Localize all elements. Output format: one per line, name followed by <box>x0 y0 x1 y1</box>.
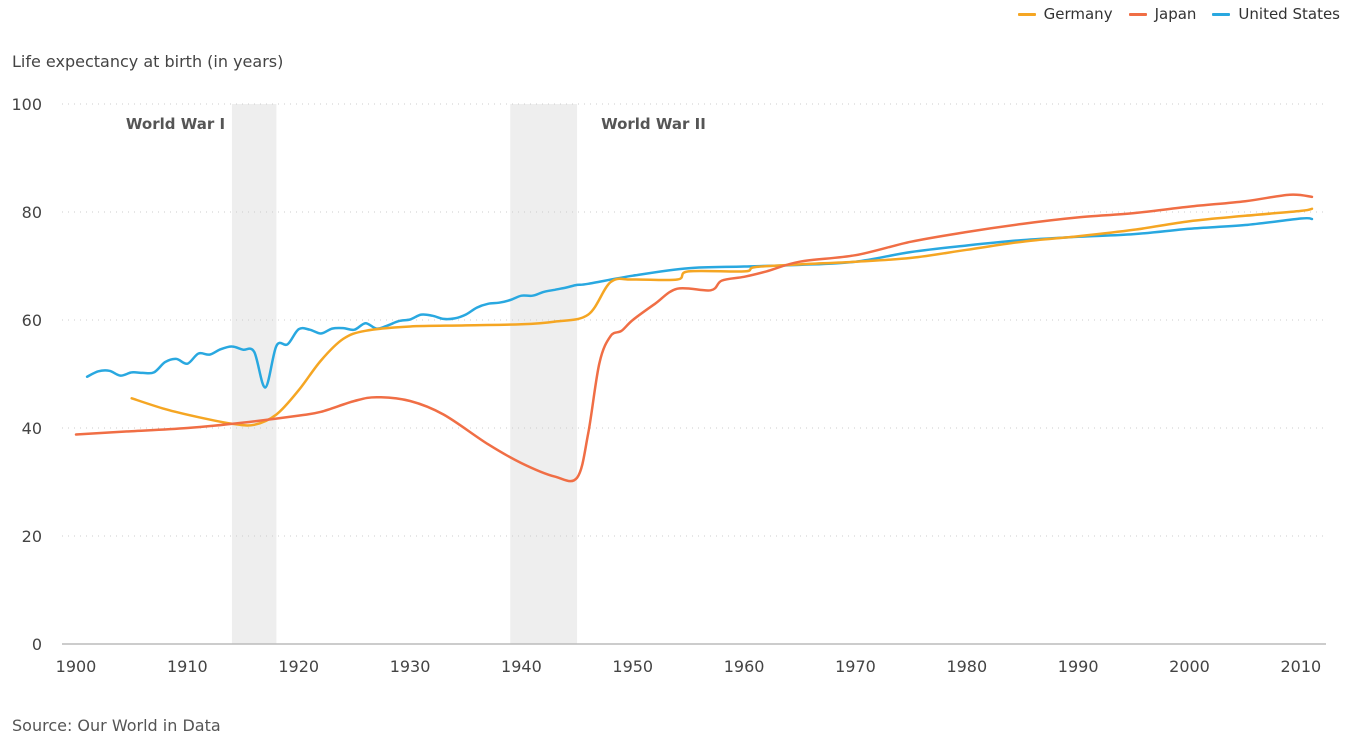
x-tick-1970: 1970 <box>835 657 876 676</box>
x-tick-1980: 1980 <box>946 657 987 676</box>
y-axis-label: Life expectancy at birth (in years) <box>12 52 284 71</box>
shaded-period-label-1: World War I <box>126 115 225 133</box>
y-tick-80: 80 <box>22 203 42 222</box>
y-tick-40: 40 <box>22 419 42 438</box>
x-tick-1960: 1960 <box>724 657 765 676</box>
y-tick-100: 100 <box>11 95 42 114</box>
series-line-japan <box>74 193 1314 483</box>
source-note: Source: Our World in Data <box>12 716 221 735</box>
legend: Germany Japan United States <box>1002 5 1340 23</box>
legend-item-japan[interactable]: Japan <box>1128 5 1197 23</box>
y-tick-20: 20 <box>22 527 42 546</box>
y-tick-0: 0 <box>32 635 42 654</box>
y-tick-60: 60 <box>22 311 42 330</box>
legend-label-japan: Japan <box>1154 5 1197 23</box>
x-tick-2000: 2000 <box>1169 657 1210 676</box>
x-tick-1910: 1910 <box>167 657 208 676</box>
x-tick-1950: 1950 <box>612 657 653 676</box>
legend-swatch-united-states <box>1212 12 1231 16</box>
x-tick-1920: 1920 <box>278 657 319 676</box>
shaded-period-label-2: World War II <box>601 115 706 133</box>
shaded-period-2 <box>510 104 578 644</box>
legend-swatch-japan <box>1128 12 1147 16</box>
x-tick-1940: 1940 <box>501 657 542 676</box>
legend-label-united-states: United States <box>1238 5 1340 23</box>
x-tick-1900: 1900 <box>56 657 97 676</box>
x-tick-2010: 2010 <box>1281 657 1322 676</box>
x-tick-1930: 1930 <box>390 657 431 676</box>
series-line-germany <box>130 207 1314 427</box>
legend-item-united-states[interactable]: United States <box>1212 5 1340 23</box>
x-tick-1990: 1990 <box>1058 657 1099 676</box>
legend-item-germany[interactable]: Germany <box>1017 5 1113 23</box>
legend-swatch-germany <box>1017 12 1036 16</box>
legend-label-germany: Germany <box>1043 5 1113 23</box>
